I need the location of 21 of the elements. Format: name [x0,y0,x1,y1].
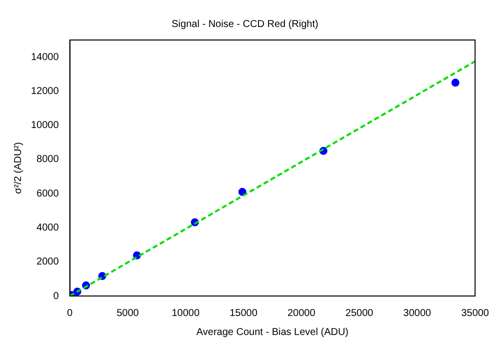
x-tick-label: 5000 [116,308,140,319]
y-tick-label: 2000 [36,256,60,268]
y-tick-label: 8000 [36,154,60,166]
x-tick-label: 25000 [345,308,374,319]
point [238,188,246,196]
y-tick-label: 6000 [36,188,60,200]
y-tick-label: 12000 [30,86,60,97]
x-tick-label: 35000 [461,308,490,319]
chart-title: Signal - Noise - CCD Red (Right) [172,18,318,30]
point [451,78,460,87]
y-tick-label: 10000 [30,120,60,132]
x-tick-label: 0 [67,308,74,319]
x-tick-label: 15000 [230,308,258,319]
x-axis-title: Average Count - Bias Level (ADU) [196,326,349,338]
y-tick-label: 4000 [36,222,60,234]
y-axis-title: σ²/2 (ADU²) [12,142,24,194]
y-tick-label: 0 [53,290,60,302]
x-tick-label: 20000 [287,308,316,319]
y-tick-label: 14000 [30,52,60,63]
x-tick-label: 30000 [403,308,432,319]
x-tick-label: 10000 [172,308,200,319]
